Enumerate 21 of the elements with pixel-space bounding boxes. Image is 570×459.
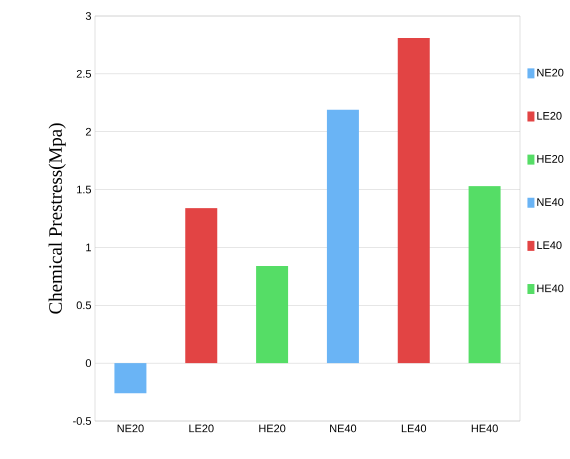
y-tick-label: 2	[86, 128, 91, 136]
y-tick-label: 0.5	[76, 301, 92, 310]
x-tick-label: HE20	[259, 424, 286, 432]
legend-label: NE40	[537, 198, 564, 206]
y-tick-label: 3	[86, 12, 91, 20]
legend-label: HE20	[537, 155, 564, 163]
legend-label: LE20	[537, 112, 562, 120]
x-tick-label: NE20	[118, 424, 144, 432]
y-axis-title: Chemical Prestress(Mpa)	[48, 123, 66, 314]
y-tick-label: 2.5	[76, 70, 92, 78]
x-tick-label: LE20	[189, 424, 214, 432]
y-tick-label: 0	[86, 359, 92, 368]
y-tick-label: -0.5	[73, 417, 92, 425]
x-tick-label: NE40	[330, 424, 356, 432]
x-tick-label: HE40	[472, 424, 498, 432]
legend-label: NE20	[537, 68, 564, 77]
y-tick-label: 1	[86, 244, 91, 252]
legend-label: HE40	[537, 284, 564, 292]
legend-label: LE40	[537, 241, 562, 250]
y-tick-label: 1.5	[77, 186, 92, 194]
x-tick-label: LE40	[402, 424, 426, 432]
